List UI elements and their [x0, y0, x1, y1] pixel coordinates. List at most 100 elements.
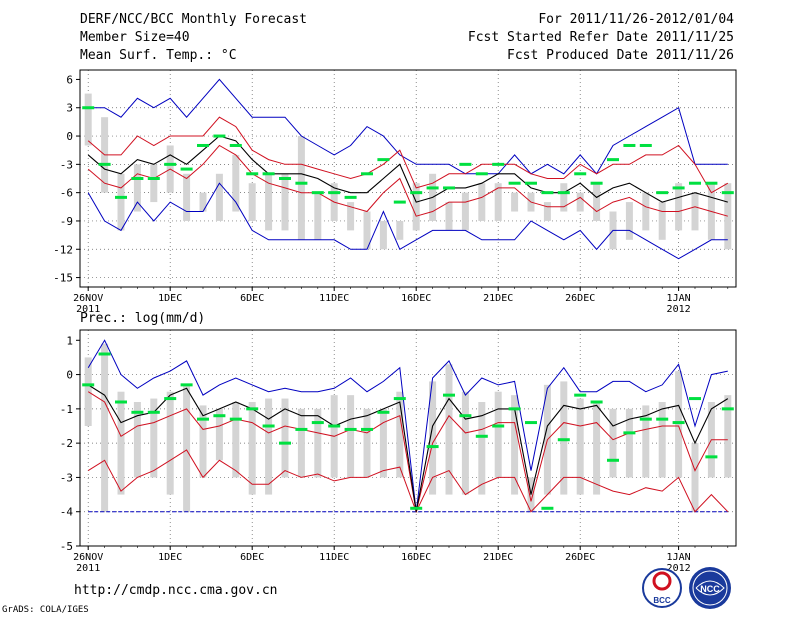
spread-box [445, 202, 453, 231]
series-spread-upper [87, 391, 728, 512]
observed-mark [246, 407, 259, 411]
spread-box [511, 395, 519, 495]
x-tick-label: 16DEC [401, 552, 431, 563]
spread-box [494, 391, 502, 478]
observed-mark [295, 181, 308, 185]
observed-mark [607, 458, 619, 462]
observed-mark [639, 143, 652, 147]
observed-mark [689, 397, 701, 401]
spread-box [314, 192, 322, 240]
observed-mark [180, 383, 193, 387]
spread-box [133, 402, 141, 478]
spread-box [642, 405, 650, 478]
series-max-line [88, 78, 728, 175]
plot-frame [79, 329, 737, 547]
spread-box [215, 408, 223, 461]
observed-mark [426, 186, 439, 190]
forecast-period: For 2011/11/26-2012/01/04 [538, 12, 734, 27]
spread-box [117, 391, 125, 495]
observed-mark [541, 191, 554, 195]
observed-mark [475, 172, 488, 176]
x-tick-label: 2011 [76, 563, 100, 574]
spread-box [658, 402, 666, 478]
ncc-logo: NCC [689, 567, 731, 609]
x-tick-label: 26NOV [73, 552, 103, 563]
x-tick-label: 21DEC [483, 552, 513, 563]
x-tick-label: 6DEC [240, 293, 264, 304]
observed-mark [393, 200, 406, 204]
spread-box [297, 136, 305, 240]
x-tick-label: 21DEC [483, 293, 513, 304]
spread-box [215, 173, 223, 221]
spread-box [511, 192, 519, 212]
x-tick-label: 2011 [76, 304, 100, 315]
observed-mark [426, 445, 439, 449]
y-tick-label: -3 [60, 471, 73, 484]
observed-mark [623, 431, 636, 435]
observed-mark [246, 172, 259, 176]
observed-mark [147, 410, 160, 414]
spread-box [248, 183, 256, 221]
observed-mark [689, 181, 701, 185]
observed-mark [508, 181, 521, 185]
spread-box [675, 371, 683, 478]
observed-mark [590, 181, 603, 185]
x-tick-label: 1JAN [667, 552, 691, 563]
spread-box [576, 398, 584, 495]
spread-box [560, 381, 568, 495]
observed-mark [475, 434, 488, 438]
observed-mark [393, 397, 406, 401]
observed-mark [607, 158, 619, 162]
spread-box [347, 202, 355, 231]
observed-mark [574, 172, 587, 176]
bcc-logo: BCC [642, 568, 682, 608]
x-tick-label: 26DEC [565, 552, 595, 563]
y-tick-label: -5 [60, 540, 73, 553]
observed-mark [443, 186, 455, 190]
series-spread-upper [87, 116, 729, 194]
series-ensemble-mean [87, 384, 729, 512]
observed-mark [656, 191, 669, 195]
source-url[interactable]: http://cmdp.ncc.cma.gov.cn [74, 583, 278, 598]
observed-mark [492, 424, 505, 428]
spread-box [625, 202, 633, 240]
spread-box [478, 402, 486, 495]
x-tick-label: 6DEC [240, 552, 264, 563]
observed-mark [197, 143, 209, 147]
spread-box [281, 398, 289, 478]
spread-box [412, 183, 420, 231]
observed-mark [115, 195, 127, 199]
spread-box [347, 395, 355, 478]
spread-box [199, 192, 207, 212]
spread-box [461, 391, 469, 495]
observed-mark [623, 143, 636, 147]
spread-box [675, 183, 683, 231]
observed-mark [557, 438, 570, 442]
spread-box [133, 164, 141, 212]
observed-mark [164, 162, 177, 166]
observed-mark [82, 383, 95, 387]
y-tick-label: -2 [60, 437, 73, 450]
observed-mark [459, 162, 472, 166]
observed-mark [213, 134, 226, 138]
observed-mark [262, 172, 275, 176]
observed-mark [361, 172, 373, 176]
observed-mark [98, 352, 111, 356]
observed-mark [131, 177, 144, 180]
observed-mark [721, 191, 734, 195]
observed-mark [344, 427, 357, 431]
y-tick-label: -1 [60, 403, 73, 416]
observed-mark [525, 421, 537, 425]
observed-mark [328, 424, 341, 428]
spread-box [363, 408, 371, 478]
observed-mark [541, 506, 554, 510]
observed-mark [672, 421, 685, 425]
observed-mark [164, 397, 177, 401]
fcst-produced-date: Fcst Produced Date 2011/11/26 [507, 48, 734, 63]
series-spread-lower [87, 144, 728, 217]
x-tick-label: 11DEC [319, 552, 349, 563]
spread-box [265, 398, 273, 495]
y-tick-label: -9 [60, 215, 73, 228]
